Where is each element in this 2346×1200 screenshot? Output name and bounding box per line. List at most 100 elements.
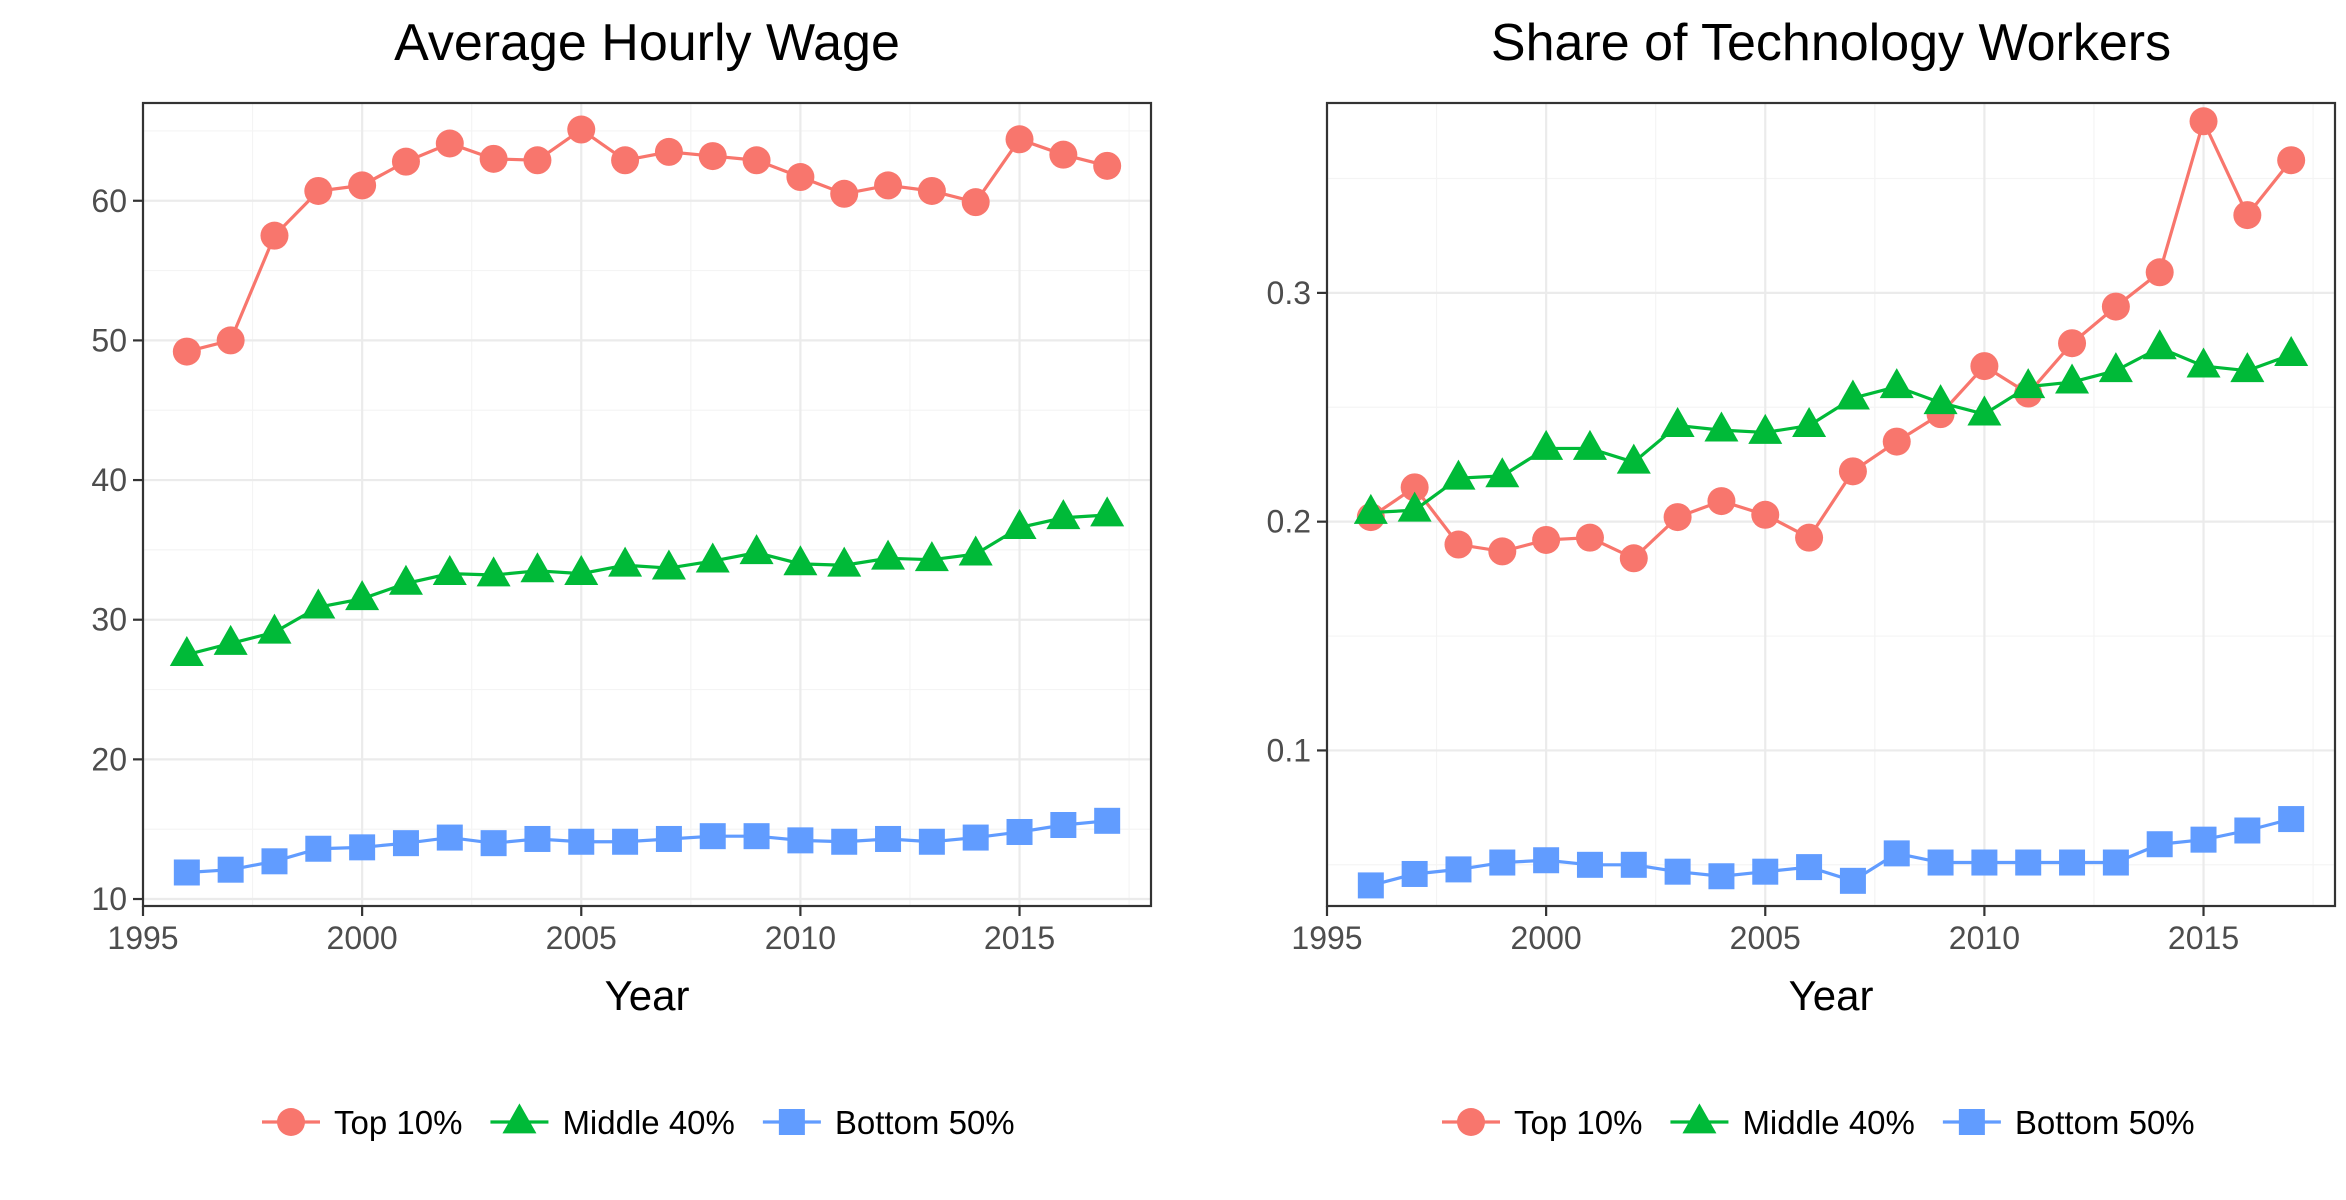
chart-panel-1: 1995 2000 2005 2010 2015 10 20 30 40 50 60 Average …	[91, 14, 1153, 1141]
series-line	[186, 819, 1108, 875]
x-tick-label: 2015	[984, 920, 1055, 956]
series-line	[186, 513, 1108, 657]
data-point	[348, 171, 377, 200]
data-point	[1663, 503, 1692, 532]
data-point	[1050, 812, 1077, 839]
data-point	[699, 823, 726, 850]
chart-title: Share of Technology Workers	[1491, 14, 2171, 72]
data-point	[1532, 525, 1561, 554]
data-point	[1838, 457, 1867, 486]
data-point	[2011, 368, 2046, 399]
legend-label: Bottom 50%	[2015, 1104, 2195, 1141]
series-top	[172, 115, 1122, 366]
data-point	[655, 825, 682, 852]
y-tick-label: 60	[91, 183, 127, 219]
data-point	[1049, 140, 1078, 169]
legend-key-marker	[502, 1103, 537, 1134]
legend-item-bottom: Bottom 50%	[1942, 1104, 2195, 1141]
legend-item-top: Top 10%	[1442, 1104, 1642, 1141]
data-point	[2233, 201, 2262, 230]
data-point	[612, 828, 639, 855]
data-point	[257, 613, 292, 644]
data-point	[1752, 858, 1779, 885]
legend-item-bottom: Bottom 50%	[762, 1104, 1015, 1141]
data-point	[961, 188, 990, 217]
data-point	[2190, 826, 2217, 853]
data-point	[1923, 384, 1958, 415]
data-point	[1401, 860, 1428, 887]
data-point	[1445, 856, 1472, 883]
data-point	[301, 588, 336, 619]
data-point	[2102, 849, 2129, 876]
data-point	[523, 146, 552, 175]
data-point	[2098, 352, 2133, 383]
data-point	[520, 552, 555, 583]
data-point	[1576, 851, 1603, 878]
data-point	[2059, 849, 2086, 876]
data-point	[1529, 429, 1564, 460]
data-point	[2189, 107, 2218, 136]
data-point	[305, 835, 332, 862]
y-tick-label: 0.1	[1267, 732, 1311, 768]
data-point	[172, 337, 201, 366]
y-tick-label: 20	[91, 741, 127, 777]
data-point	[2145, 258, 2174, 287]
data-point	[1619, 544, 1648, 573]
data-point	[213, 624, 248, 655]
data-point	[1485, 457, 1520, 488]
series-middle	[169, 496, 1125, 667]
x-tick-label: 1995	[107, 920, 178, 956]
data-point	[742, 146, 771, 175]
legend-key-marker	[277, 1108, 305, 1136]
data-point	[1400, 473, 1429, 502]
data-point	[1708, 863, 1735, 890]
data-point	[349, 834, 376, 861]
data-point	[1967, 395, 2002, 426]
y-tick-label: 0.2	[1267, 504, 1311, 540]
data-point	[1883, 840, 1910, 867]
data-point	[1971, 849, 1998, 876]
data-point	[2186, 347, 2221, 378]
legend: Top 10% Middle 40% Bottom 50%	[262, 1103, 1015, 1141]
data-point	[2278, 806, 2305, 833]
data-point	[1795, 523, 1824, 552]
data-point	[958, 535, 993, 566]
data-point	[261, 848, 288, 875]
legend-label: Bottom 50%	[835, 1104, 1015, 1141]
x-tick-label: 2000	[327, 920, 398, 956]
x-tick-label: 2010	[765, 920, 836, 956]
data-point	[1748, 413, 1783, 444]
x-tick-label: 2010	[1949, 920, 2020, 956]
data-point	[917, 176, 946, 205]
legend-item-top: Top 10%	[262, 1104, 462, 1141]
data-point	[2058, 329, 2087, 358]
series-line	[186, 127, 1108, 354]
data-point	[568, 828, 595, 855]
data-point	[476, 556, 511, 587]
data-point	[1090, 496, 1125, 527]
data-point	[827, 546, 862, 577]
data-point	[1970, 352, 1999, 381]
data-point	[436, 824, 463, 851]
data-point	[567, 115, 596, 144]
series-bottom	[1357, 806, 2305, 899]
plot-background	[143, 103, 1151, 906]
data-point	[216, 326, 245, 355]
chart-panel-2: 1995 2000 2005 2010 2015 0.1 0.2 0.3 Share of Te…	[1267, 14, 2337, 1141]
data-point	[304, 176, 333, 205]
legend-key-marker	[1682, 1103, 1717, 1134]
data-point	[217, 856, 244, 883]
legend-item-middle: Middle 40%	[1670, 1103, 1915, 1141]
series-top	[1356, 107, 2306, 573]
legend-key-marker	[778, 1109, 805, 1135]
data-point	[345, 580, 380, 611]
data-point	[783, 545, 818, 576]
data-point	[1575, 523, 1604, 552]
data-point	[564, 555, 599, 586]
data-point	[608, 546, 643, 577]
data-point	[1879, 368, 1914, 399]
data-point	[1093, 151, 1122, 180]
data-point	[1094, 807, 1121, 834]
data-point	[1353, 493, 1388, 524]
